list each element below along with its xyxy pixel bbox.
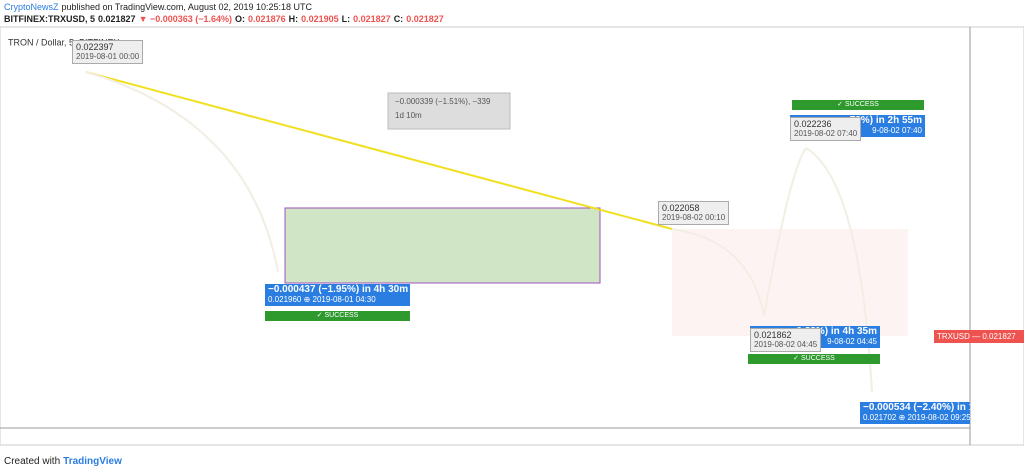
note-text: 2019-08-01 00:00 <box>76 52 140 61</box>
quote-part: 0.021876 <box>248 14 286 24</box>
quote-part: 0.021827 <box>98 14 136 24</box>
note-text: −0.000534 (−2.40%) in 1h <box>863 402 970 413</box>
header-line-1: CryptoNewsZ published on TradingView.com,… <box>4 2 315 12</box>
chart-title: TRON / Dollar, 5, BITFINEX <box>8 37 120 47</box>
quote-part: ▼ −0.000363 (−1.64%) <box>138 14 233 24</box>
range-box <box>284 207 601 284</box>
note-text: 1d 10m <box>395 111 422 120</box>
note-text: 0.021702 ⊕ 2019-08-02 09:25 <box>863 413 970 422</box>
note-text: 0.022236 <box>794 119 832 129</box>
quote-part: L: <box>341 14 351 24</box>
note-text: −0.000339 (−1.51%), −339 <box>395 97 491 106</box>
note-text: 0.022058 <box>662 203 700 213</box>
measure-box <box>387 92 511 130</box>
chart-frame <box>0 26 1024 446</box>
note-text: 0.88%) in 4h 35m <box>796 326 877 337</box>
quote-part: H: <box>288 14 299 24</box>
note-text: 2019-08-02 07:40 <box>794 129 858 138</box>
arrow <box>763 147 807 317</box>
note-text: 2019-08-02 00:10 <box>662 213 726 222</box>
note-text: 0.021862 <box>754 330 792 340</box>
publisher[interactable]: CryptoNewsZ <box>4 2 59 12</box>
brand[interactable]: TradingView <box>63 456 122 467</box>
note: −0.000339 (−1.51%), −339 1d 10m <box>392 96 493 122</box>
footer: Created with TradingView <box>4 456 125 467</box>
quote-part: O: <box>235 14 246 24</box>
note-text: 2019-08-02 04:45 <box>754 340 818 349</box>
note-text: 9-08-02 07:40 <box>872 126 922 135</box>
success: ✓ SUCCESS <box>748 354 880 364</box>
note-text: 0.022397 <box>76 42 114 52</box>
arrow <box>85 71 279 273</box>
note-text: −0.000437 (−1.95%) in 4h 30m <box>268 284 409 295</box>
note: −0.000437 (−1.95%) in 4h 30m 0.021960 ⊕ 2… <box>265 284 410 306</box>
trend-line <box>85 71 673 230</box>
quote-part: 0.021827 <box>353 14 391 24</box>
symbol: TRXUSD <box>937 332 970 341</box>
note: 0.022058 2019-08-02 00:10 <box>658 201 730 225</box>
note: −0.000534 (−2.40%) in 1h 0.021702 ⊕ 2019-… <box>860 402 970 424</box>
footer-text: Created with <box>4 456 61 467</box>
price-label: TRXUSD — 0.021827 <box>934 330 1024 343</box>
note-text: 9-08-02 04:45 <box>827 337 877 346</box>
published: published on TradingView.com, August 02,… <box>61 2 313 12</box>
note: 0.022397 2019-08-01 00:00 <box>72 40 144 64</box>
success: ✓ SUCCESS <box>792 100 924 110</box>
price: 0.021827 <box>982 332 1016 341</box>
quote-part: 0.021827 <box>406 14 444 24</box>
arrow <box>671 228 765 317</box>
note-text: 73%) in 2h 55m <box>849 115 922 126</box>
note: 0.022236 2019-08-02 07:40 <box>790 117 862 141</box>
quote-part: 0.021905 <box>301 14 339 24</box>
header-line-2: BITFINEX:TRXUSD, 5 0.021827 ▼ −0.000363 (−… <box>4 14 447 24</box>
note-text: 0.021960 ⊕ 2019-08-01 04:30 <box>268 295 376 304</box>
success: ✓ SUCCESS <box>265 311 410 321</box>
quote-part: C: <box>393 14 404 24</box>
note: 0.021862 2019-08-02 04:45 <box>750 328 822 352</box>
quote-part: BITFINEX:TRXUSD, 5 <box>4 14 96 24</box>
range-box <box>672 229 908 336</box>
